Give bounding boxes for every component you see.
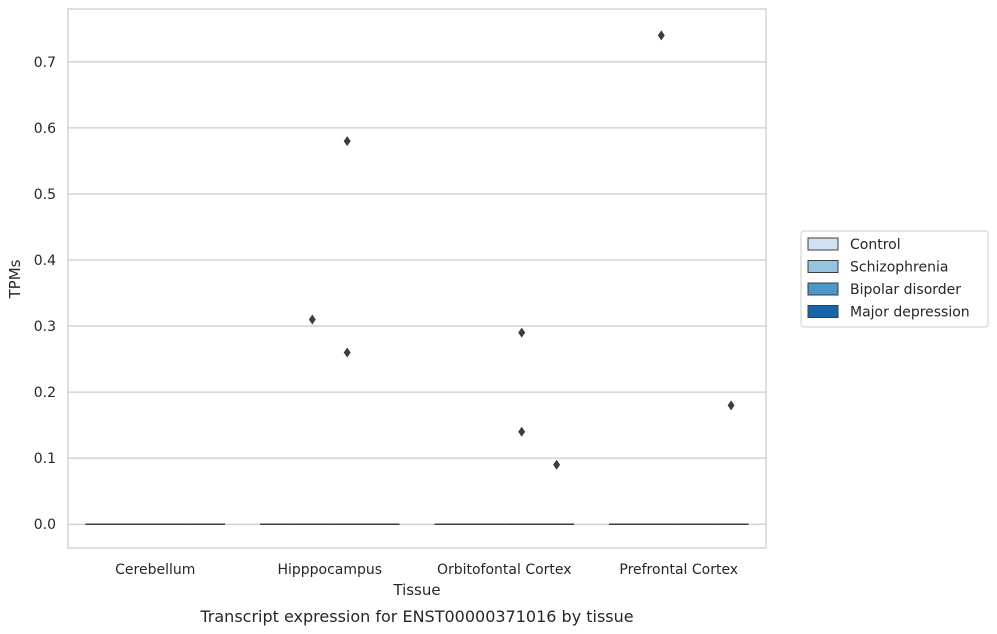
x-tick-labels: Cerebellum Hipppocampus Orbitofontal Corte… [115, 562, 738, 578]
legend-label: Control [850, 237, 901, 253]
x-tick-label: Cerebellum [115, 562, 195, 578]
chart-caption: Transcript expression for ENST0000037101… [199, 607, 633, 626]
x-tick-label: Prefrontal Cortex [619, 562, 738, 578]
legend-swatch [807, 260, 839, 273]
outlier-point [657, 30, 665, 41]
y-tick-label: 0.5 [34, 187, 56, 203]
legend-swatch [807, 305, 839, 318]
legend-swatch [807, 237, 839, 251]
plot-area-frame [67, 8, 767, 549]
y-tick-label: 0.1 [34, 451, 56, 467]
y-tick-label: 0.2 [34, 385, 56, 401]
y-axis-label: TPMs [6, 259, 24, 299]
outlier-point [518, 327, 526, 338]
outlier-points [308, 30, 735, 470]
legend-label: Major depression [850, 305, 970, 321]
x-tick-label: Hipppocampus [277, 562, 382, 578]
x-axis-label: Tissue [392, 581, 440, 599]
legend: Control Schizophrenia Bipolar disorder Majo… [800, 230, 989, 328]
legend-frame [800, 230, 989, 328]
y-tick-label: 0.3 [34, 319, 56, 335]
y-tick-labels: 0.0 0.1 0.2 0.3 0.4 0.5 0.6 0.7 [34, 55, 56, 533]
y-tick-label: 0.0 [34, 517, 56, 533]
legend-label: Bipolar disorder [850, 282, 961, 298]
x-tick-label: Orbitofontal Cortex [437, 562, 572, 578]
y-gridlines [68, 61, 766, 525]
y-tick-label: 0.6 [34, 121, 56, 137]
outlier-point [518, 426, 526, 437]
outlier-point [308, 314, 316, 325]
legend-swatch [807, 282, 839, 296]
y-tick-label: 0.7 [34, 55, 56, 71]
outlier-point [553, 459, 561, 470]
y-tick-label: 0.4 [34, 253, 56, 269]
legend-label: Schizophrenia [850, 260, 948, 276]
outlier-point [727, 400, 735, 411]
outlier-point [343, 136, 351, 147]
legend-items: Control Schizophrenia Bipolar disorder Majo… [807, 237, 970, 321]
outlier-point [343, 347, 351, 358]
